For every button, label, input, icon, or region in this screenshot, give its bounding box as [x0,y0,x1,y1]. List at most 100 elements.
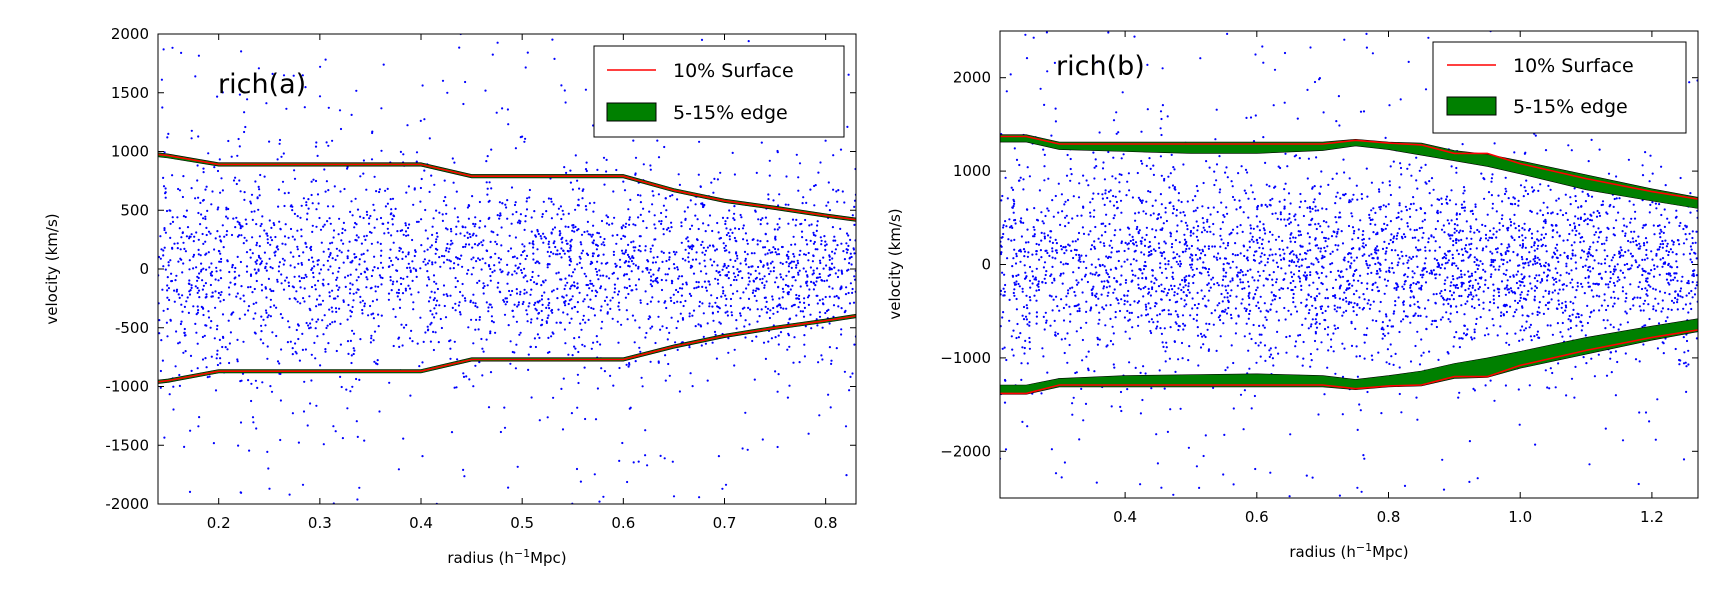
scatter-point [1294,285,1297,289]
scatter-point [438,256,441,259]
scatter-point [1137,211,1140,214]
scatter-point [1470,336,1473,339]
scatter-point [799,249,802,252]
scatter-point [491,271,494,274]
scatter-point [577,350,580,354]
scatter-point [219,269,222,272]
scatter-point [798,253,801,256]
scatter-point [785,175,788,178]
scatter-point [167,264,170,267]
scatter-point [188,237,191,240]
scatter-point [1506,261,1509,264]
scatter-point [1082,260,1085,263]
scatter-point [164,268,167,271]
scatter-point [281,257,284,260]
scatter-point [1453,336,1456,339]
scatter-point [617,301,621,304]
scatter-point [202,171,205,174]
scatter-point [1402,301,1405,304]
scatter-point [213,166,216,169]
scatter-point [569,169,572,172]
scatter-point [568,274,571,277]
scatter-point [329,242,332,245]
scatter-point [170,280,173,283]
scatter-point [747,40,750,43]
scatter-point [391,218,394,221]
scatter-point [596,260,599,263]
scatter-point [269,315,272,318]
scatter-point [467,269,470,272]
scatter-point [763,275,766,278]
scatter-point [785,254,789,257]
scatter-point [1524,236,1527,239]
scatter-point [598,269,601,272]
scatter-point [362,159,365,162]
scatter-point [1661,246,1664,249]
scatter-point [392,241,395,244]
scatter-point [851,291,854,294]
scatter-point [539,235,542,238]
scatter-point [779,273,782,276]
scatter-point [420,218,423,221]
scatter-point [387,292,391,295]
scatter-point [1689,245,1692,248]
scatter-point [236,154,239,157]
scatter-point [309,247,312,250]
scatter-point [545,210,548,213]
scatter-point [326,259,329,262]
scatter-point [245,270,249,273]
scatter-point [390,259,393,262]
scatter-point [719,236,723,240]
scatter-point [1162,345,1165,348]
scatter-point [1131,326,1134,329]
scatter-point [519,220,522,223]
scatter-point [812,282,816,285]
scatter-point [1464,289,1467,292]
scatter-point [848,262,851,265]
scatter-point [620,237,623,240]
scatter-point [346,340,350,343]
scatter-point [276,278,279,281]
scatter-point [1316,258,1319,261]
scatter-point [1177,263,1180,266]
scatter-point [825,279,829,282]
scatter-point [1482,290,1485,293]
scatter-point [1278,288,1281,291]
scatter-point [236,220,239,223]
scatter-point [1324,237,1327,240]
scatter-point [1473,331,1476,334]
scatter-point [728,238,732,241]
scatter-point [511,213,514,216]
scatter-point [795,314,798,317]
scatter-point [725,266,728,269]
scatter-point [1312,281,1315,284]
scatter-point [1475,247,1478,250]
scatter-point [651,244,654,247]
scatter-point [316,193,320,196]
scatter-point [251,252,254,255]
scatter-point [1519,184,1523,187]
scatter-point [734,227,737,230]
scatter-point [1375,319,1378,323]
scatter-point [463,475,466,478]
scatter-point [459,290,462,294]
scatter-point [268,487,271,490]
scatter-point [1479,239,1482,242]
scatter-point [1356,486,1359,489]
scatter-point [1460,304,1463,307]
scatter-point [1400,210,1403,213]
scatter-point [561,241,564,244]
scatter-point [1146,108,1149,111]
scatter-point [626,480,629,484]
scatter-point [1570,269,1573,272]
scatter-point [1109,339,1112,343]
scatter-point [1533,335,1536,338]
scatter-point [1492,233,1495,236]
scatter-point [765,300,768,303]
scatter-point [188,279,191,282]
scatter-point [322,278,325,281]
scatter-point [845,248,848,251]
scatter-point [1421,226,1424,229]
scatter-point [1584,276,1587,280]
scatter-point [540,309,543,313]
